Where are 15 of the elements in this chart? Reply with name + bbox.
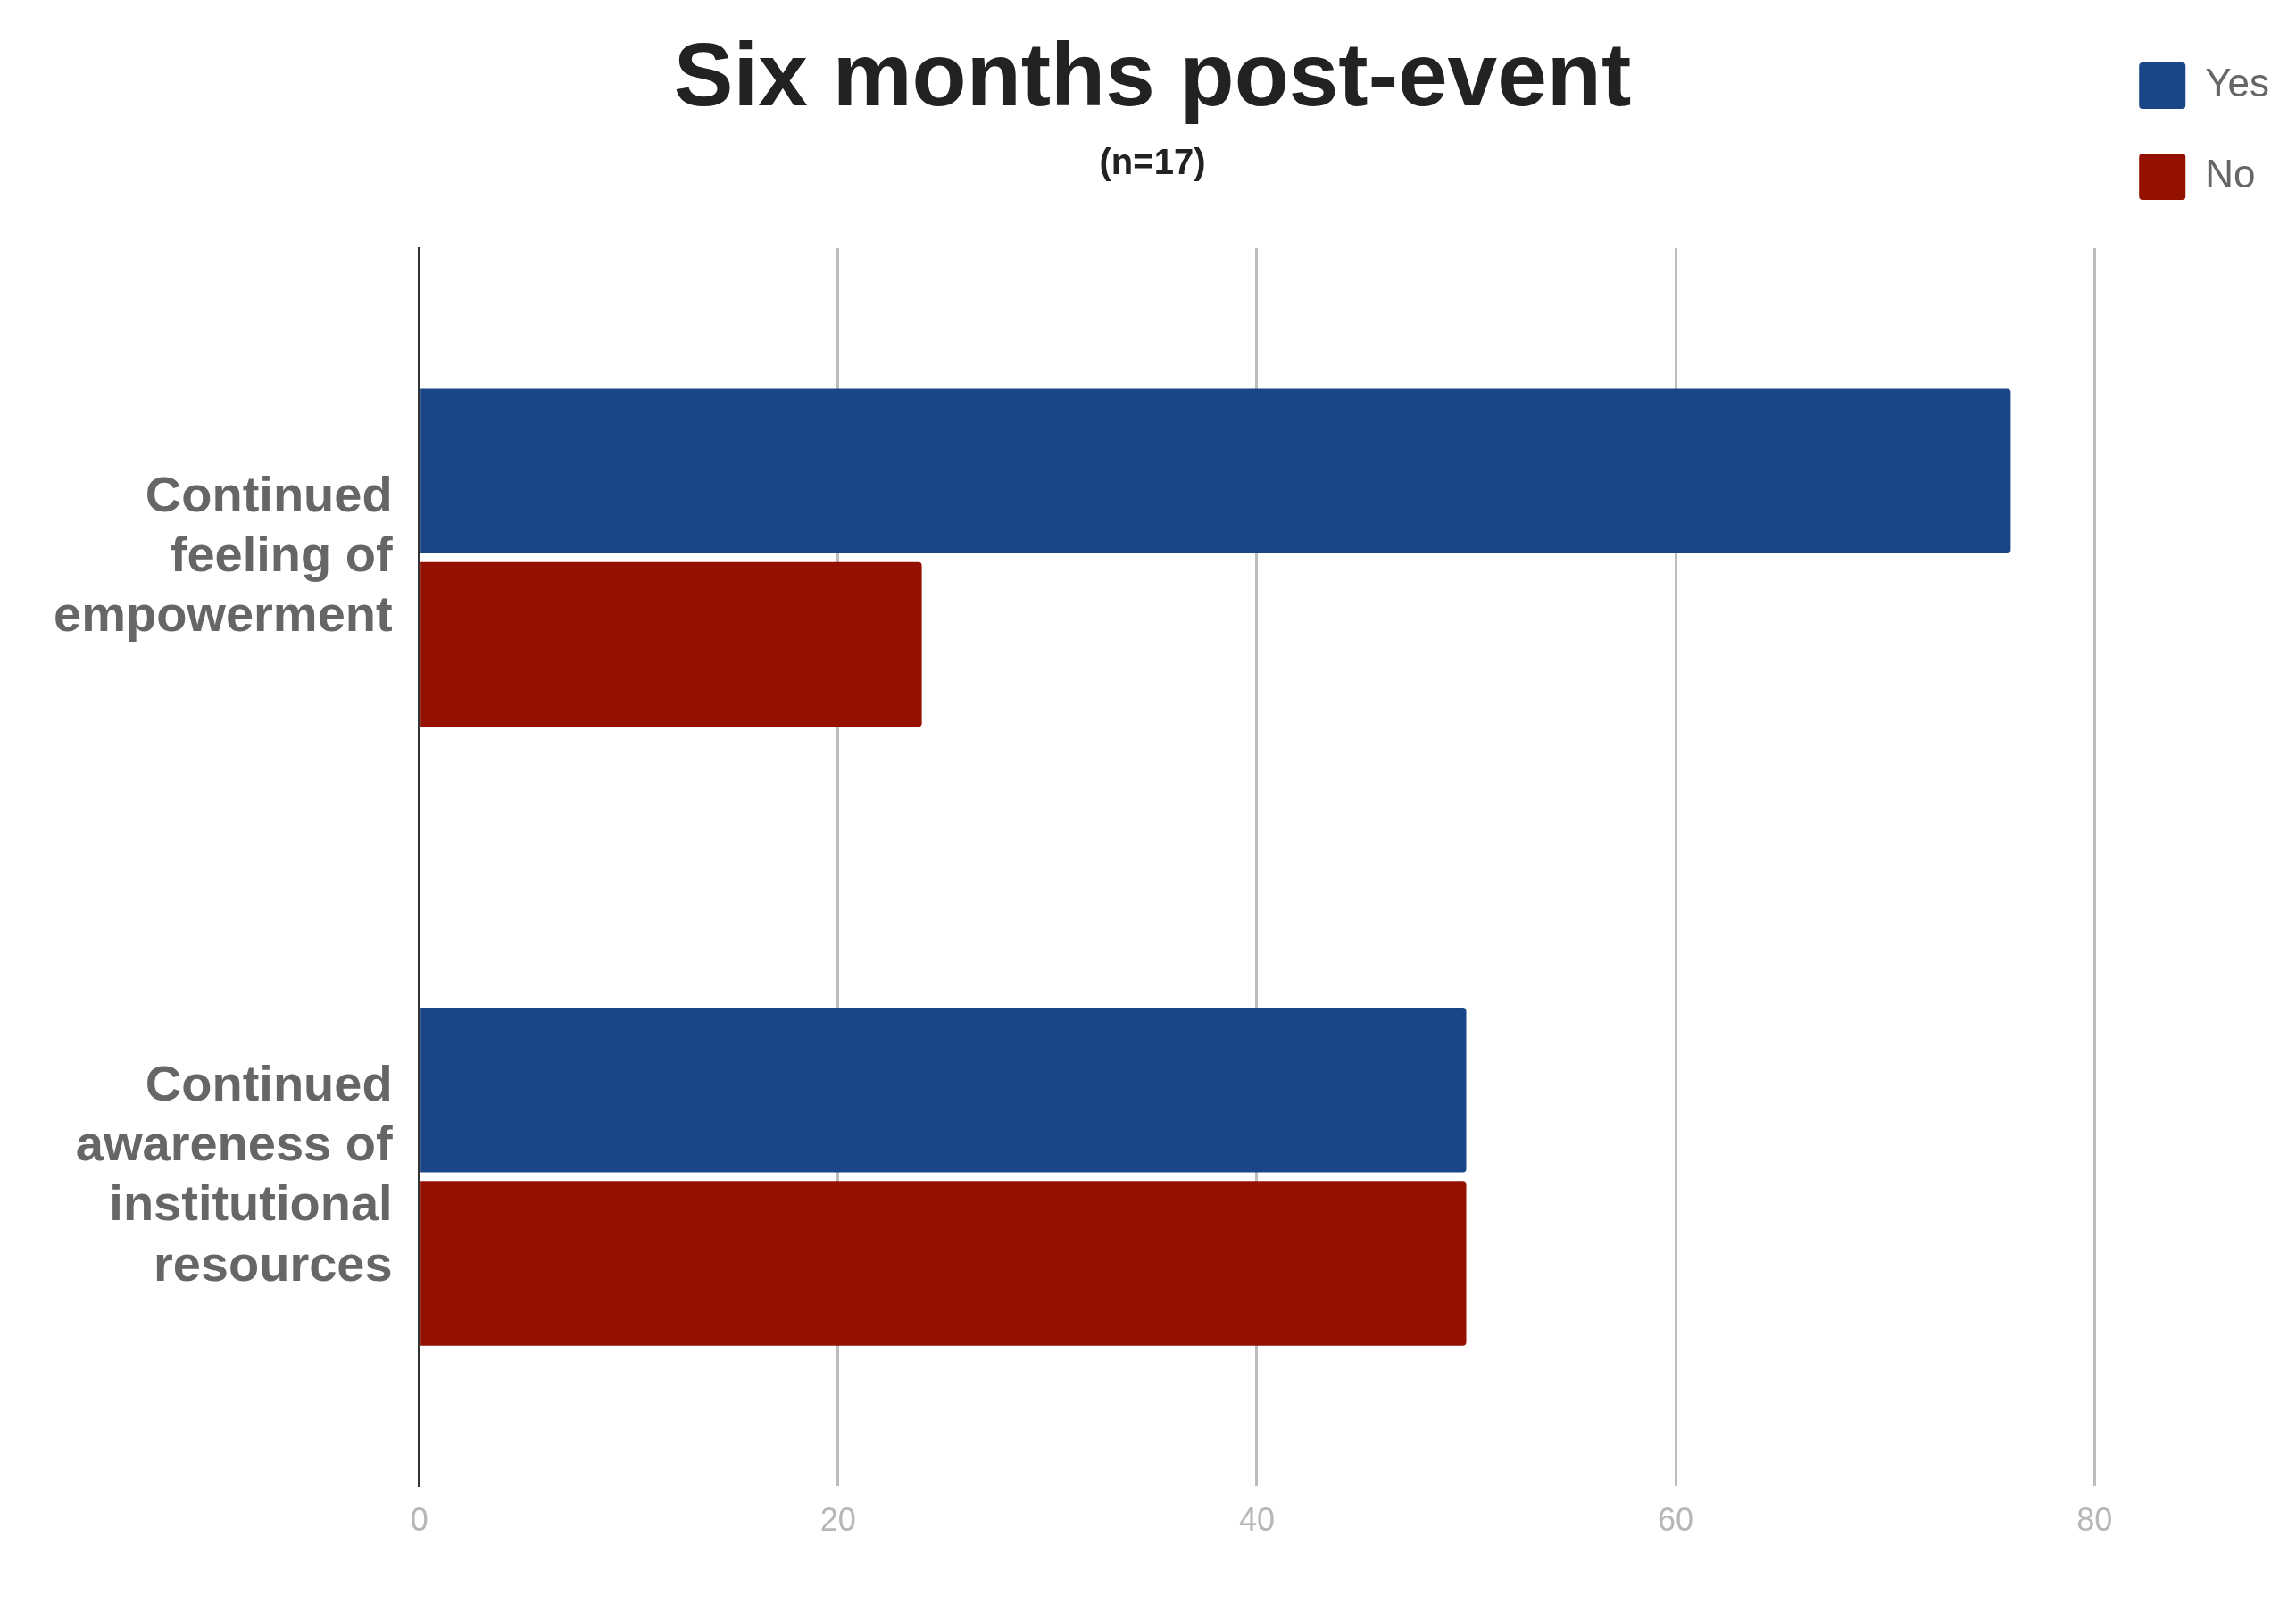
bar [420,1008,1467,1173]
legend-label: No [2205,152,2256,196]
x-tick-label: 80 [2076,1500,2113,1538]
x-tick-label: 40 [1238,1500,1275,1538]
x-tick-label: 0 [410,1500,428,1538]
chart-subtitle: (n=17) [1099,142,1206,182]
bar [420,561,922,727]
x-tick-label: 60 [1658,1500,1694,1538]
bar [420,388,2011,553]
legend-label: Yes [2205,61,2269,105]
y-tick-label: Continued awareness of institutional resources [75,1055,393,1292]
y-tick-label: Continued feeling of empowerment [54,466,393,643]
chart-title: Six months post-event [673,23,1632,124]
x-tick-label: 20 [819,1500,856,1538]
bar [420,1181,1467,1346]
